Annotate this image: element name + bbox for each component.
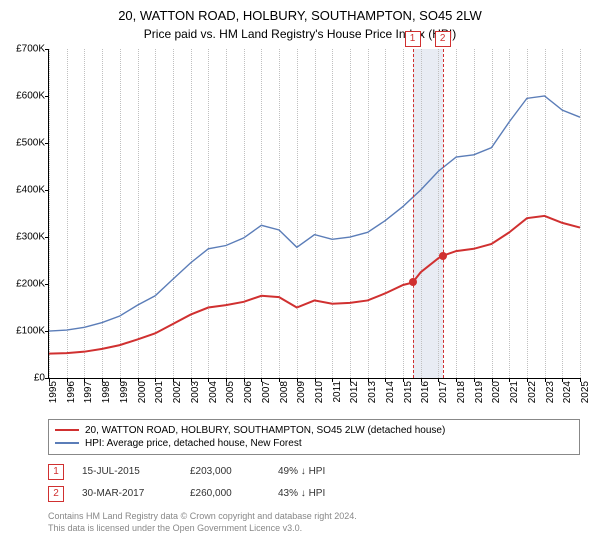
x-tick-label: 2020 <box>491 381 502 403</box>
event-marker: 1 <box>405 31 421 47</box>
x-tick-label: 2016 <box>420 381 431 403</box>
sales-table: 1 15-JUL-2015 £203,000 49% ↓ HPI 2 30-MA… <box>48 461 580 505</box>
x-tick-label: 2011 <box>332 381 343 403</box>
x-tick-label: 2010 <box>314 381 325 403</box>
footer: Contains HM Land Registry data © Crown c… <box>48 511 580 534</box>
table-row: 1 15-JUL-2015 £203,000 49% ↓ HPI <box>48 461 580 483</box>
x-tick-label: 2023 <box>545 381 556 403</box>
event-line <box>443 49 444 378</box>
plot-region: £0£100K£200K£300K£400K£500K£600K£700K12 <box>48 49 580 379</box>
sale-marker-icon: 1 <box>48 464 64 480</box>
x-tick-label: 1999 <box>119 381 130 403</box>
legend-label: HPI: Average price, detached house, New … <box>85 438 302 449</box>
x-tick-label: 2002 <box>172 381 183 403</box>
legend-swatch <box>55 442 79 444</box>
series-hpi <box>49 96 580 331</box>
chart-subtitle: Price paid vs. HM Land Registry's House … <box>0 27 600 41</box>
x-tick-label: 2006 <box>243 381 254 403</box>
x-tick-label: 2013 <box>367 381 378 403</box>
x-tick-label: 2000 <box>137 381 148 403</box>
x-tick-label: 2024 <box>562 381 573 403</box>
x-tick-label: 2004 <box>208 381 219 403</box>
x-tick-label: 2003 <box>190 381 201 403</box>
x-tick-label: 2021 <box>509 381 520 403</box>
legend: 20, WATTON ROAD, HOLBURY, SOUTHAMPTON, S… <box>48 419 580 455</box>
chart-title: 20, WATTON ROAD, HOLBURY, SOUTHAMPTON, S… <box>0 8 600 25</box>
chart-container: 20, WATTON ROAD, HOLBURY, SOUTHAMPTON, S… <box>0 0 600 560</box>
x-axis-labels: 1995 1996 1997 1998 1999 2000 2001 2002 2003 2004… <box>48 379 580 413</box>
sale-diff: 49% ↓ HPI <box>278 466 368 477</box>
x-tick-label: 2015 <box>403 381 414 403</box>
x-tick-label: 2017 <box>438 381 449 403</box>
x-tick-label: 2012 <box>349 381 360 403</box>
x-tick-label: 2022 <box>527 381 538 403</box>
sale-dot <box>439 252 447 260</box>
event-line <box>413 49 414 378</box>
footer-line: Contains HM Land Registry data © Crown c… <box>48 511 580 523</box>
x-tick-label: 2025 <box>580 381 591 403</box>
sale-dot <box>409 278 417 286</box>
title-block: 20, WATTON ROAD, HOLBURY, SOUTHAMPTON, S… <box>0 0 600 41</box>
legend-item: 20, WATTON ROAD, HOLBURY, SOUTHAMPTON, S… <box>55 424 573 437</box>
legend-item: HPI: Average price, detached house, New … <box>55 437 573 450</box>
x-tick-label: 1995 <box>48 381 59 403</box>
series-property <box>49 216 580 354</box>
line-series-svg <box>49 49 580 378</box>
legend-swatch <box>55 429 79 431</box>
x-tick-label: 1996 <box>66 381 77 403</box>
x-tick-label: 1997 <box>83 381 94 403</box>
table-row: 2 30-MAR-2017 £260,000 43% ↓ HPI <box>48 483 580 505</box>
x-tick-label: 2018 <box>456 381 467 403</box>
x-tick-label: 2005 <box>225 381 236 403</box>
x-tick-label: 2014 <box>385 381 396 403</box>
x-tick-label: 2009 <box>296 381 307 403</box>
footer-line: This data is licensed under the Open Gov… <box>48 523 580 535</box>
x-tick-label: 1998 <box>101 381 112 403</box>
x-tick-label: 2008 <box>279 381 290 403</box>
x-tick-label: 2019 <box>474 381 485 403</box>
sale-date: 15-JUL-2015 <box>82 466 172 477</box>
chart-area: £0£100K£200K£300K£400K£500K£600K£700K12 <box>48 49 580 379</box>
sale-date: 30-MAR-2017 <box>82 488 172 499</box>
sale-price: £203,000 <box>190 466 260 477</box>
sale-diff: 43% ↓ HPI <box>278 488 368 499</box>
sale-price: £260,000 <box>190 488 260 499</box>
event-marker: 2 <box>435 31 451 47</box>
sale-marker-icon: 2 <box>48 486 64 502</box>
x-tick-label: 2007 <box>261 381 272 403</box>
legend-label: 20, WATTON ROAD, HOLBURY, SOUTHAMPTON, S… <box>85 425 445 436</box>
x-tick-label: 2001 <box>154 381 165 403</box>
